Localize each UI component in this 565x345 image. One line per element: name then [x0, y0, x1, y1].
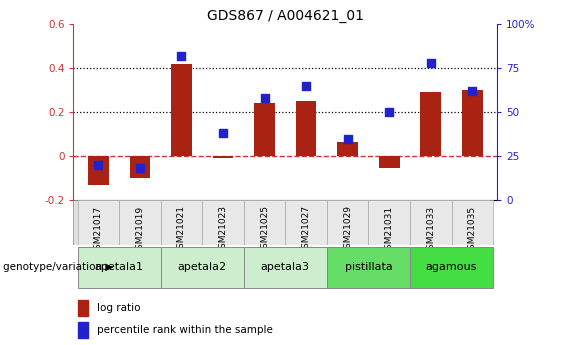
- Text: apetala2: apetala2: [177, 263, 227, 272]
- Point: [426, 60, 435, 66]
- Bar: [78, 322, 88, 338]
- Bar: [462, 90, 483, 156]
- Text: GSM21027: GSM21027: [302, 206, 311, 255]
- Point: [468, 88, 477, 94]
- Bar: [129, 156, 150, 178]
- Bar: [244, 200, 285, 245]
- Bar: [327, 247, 410, 288]
- Text: GSM21029: GSM21029: [343, 206, 352, 255]
- Bar: [410, 247, 493, 288]
- Bar: [254, 104, 275, 156]
- Bar: [285, 200, 327, 245]
- Bar: [212, 156, 233, 158]
- Bar: [295, 101, 316, 156]
- Point: [219, 130, 228, 136]
- Text: log ratio: log ratio: [97, 303, 140, 313]
- Text: genotype/variation ▶: genotype/variation ▶: [3, 263, 113, 272]
- Bar: [410, 200, 451, 245]
- Bar: [160, 200, 202, 245]
- Bar: [202, 200, 244, 245]
- Point: [385, 109, 394, 115]
- Point: [302, 83, 311, 89]
- Bar: [88, 156, 108, 185]
- Bar: [379, 156, 399, 168]
- Text: GSM21023: GSM21023: [219, 206, 228, 255]
- Text: pistillata: pistillata: [345, 263, 392, 272]
- Point: [260, 95, 269, 101]
- Text: apetala1: apetala1: [95, 263, 144, 272]
- Text: apetala3: apetala3: [261, 263, 310, 272]
- Text: GSM21021: GSM21021: [177, 206, 186, 255]
- Point: [177, 53, 186, 59]
- Bar: [77, 247, 160, 288]
- Point: [94, 162, 103, 168]
- Text: GSM21017: GSM21017: [94, 206, 103, 255]
- Bar: [451, 200, 493, 245]
- Bar: [171, 64, 192, 156]
- Bar: [119, 200, 160, 245]
- Bar: [368, 200, 410, 245]
- Bar: [77, 200, 119, 245]
- Bar: [160, 247, 244, 288]
- Text: GSM21031: GSM21031: [385, 206, 394, 255]
- Text: GSM21019: GSM21019: [136, 206, 145, 255]
- Bar: [78, 300, 88, 316]
- Point: [343, 136, 352, 141]
- Point: [136, 166, 145, 171]
- Text: GSM21025: GSM21025: [260, 206, 269, 255]
- Text: agamous: agamous: [426, 263, 477, 272]
- Bar: [327, 200, 368, 245]
- Bar: [337, 142, 358, 156]
- Bar: [244, 247, 327, 288]
- Bar: [420, 92, 441, 156]
- Text: GSM21035: GSM21035: [468, 206, 477, 255]
- Text: percentile rank within the sample: percentile rank within the sample: [97, 325, 273, 335]
- Text: GSM21033: GSM21033: [426, 206, 435, 255]
- Title: GDS867 / A004621_01: GDS867 / A004621_01: [207, 9, 364, 23]
